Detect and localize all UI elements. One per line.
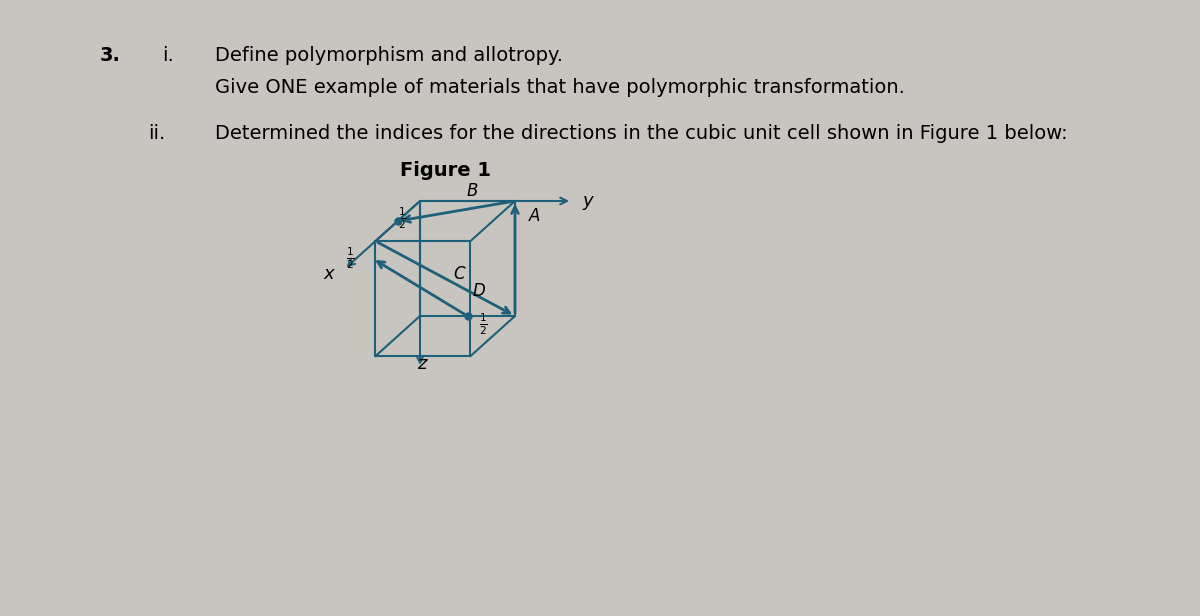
Text: Figure 1: Figure 1	[400, 161, 491, 180]
Text: ii.: ii.	[148, 124, 166, 143]
Text: D: D	[473, 282, 485, 300]
Text: z: z	[418, 355, 427, 373]
Text: A: A	[529, 207, 540, 225]
Text: $\frac{1}{2}$: $\frac{1}{2}$	[398, 205, 407, 230]
Text: x: x	[324, 265, 334, 283]
Text: Give ONE example of materials that have polymorphic transformation.: Give ONE example of materials that have …	[215, 78, 905, 97]
Text: C: C	[454, 265, 464, 283]
Text: Define polymorphism and allotropy.: Define polymorphism and allotropy.	[215, 46, 563, 65]
Text: $\frac{1}{2}$: $\frac{1}{2}$	[346, 246, 355, 271]
Text: $\frac{1}{2}$: $\frac{1}{2}$	[479, 311, 488, 337]
Text: i.: i.	[162, 46, 174, 65]
Text: Determined the indices for the directions in the cubic unit cell shown in Figure: Determined the indices for the direction…	[215, 124, 1068, 143]
Text: B: B	[467, 182, 478, 200]
Text: 3.: 3.	[100, 46, 121, 65]
Text: y: y	[582, 192, 593, 210]
